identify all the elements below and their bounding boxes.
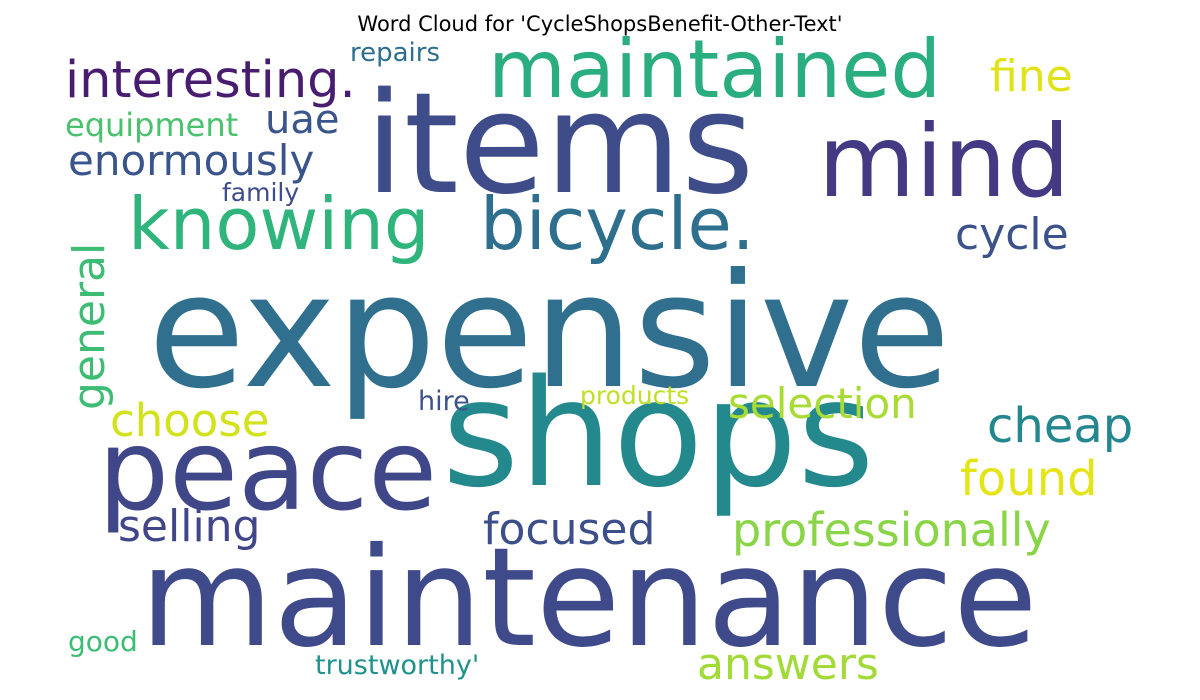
word-fine: fine xyxy=(990,51,1073,102)
word-knowing: knowing xyxy=(128,182,430,266)
word-maintenance: maintenance xyxy=(140,519,1038,678)
word-selection: selection xyxy=(728,379,917,428)
word-repairs: repairs xyxy=(350,38,441,68)
word-selling: selling xyxy=(118,501,261,552)
word-family: family xyxy=(222,178,300,207)
word-answers: answers xyxy=(697,639,879,690)
word-choose: choose xyxy=(110,394,270,447)
word-uae: uae xyxy=(265,97,340,143)
word-mind: mind xyxy=(818,103,1071,220)
word-professionally: professionally xyxy=(732,503,1051,557)
word-trustworthy: trustworthy' xyxy=(315,650,480,681)
word-maintained: maintained xyxy=(488,23,942,116)
word-equipment: equipment xyxy=(65,106,239,144)
chart-title: Word Cloud for 'CycleShopsBenefit-Other-… xyxy=(357,12,843,36)
word-shops: shops xyxy=(442,348,875,520)
word-products: products xyxy=(580,381,690,410)
word-bicycle: bicycle. xyxy=(480,182,755,266)
word-items: items xyxy=(365,63,755,226)
word-enormously: enormously xyxy=(68,136,315,185)
word-focused: focused xyxy=(483,504,656,555)
word-good: good xyxy=(68,625,138,658)
word-general: general xyxy=(64,242,115,410)
word-cycle: cycle xyxy=(955,209,1069,260)
word-hire: hire xyxy=(418,386,470,417)
word-cheap: cheap xyxy=(987,398,1134,454)
word-found: found xyxy=(960,451,1098,507)
word-interesting: interesting. xyxy=(65,51,356,110)
word-peace: peace xyxy=(98,406,438,536)
word-expensive: expensive xyxy=(148,240,951,424)
